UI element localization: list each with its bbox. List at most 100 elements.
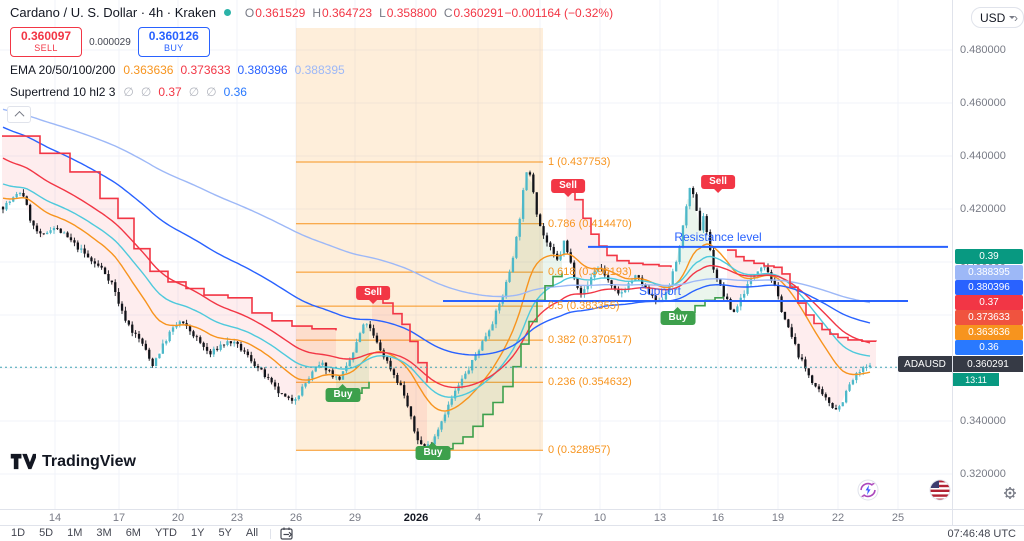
sell-button[interactable]: 0.360097 SELL	[10, 27, 83, 57]
tradingview-logo-icon	[10, 453, 36, 470]
bar-countdown: 13:11	[953, 373, 999, 386]
axis-corner	[952, 509, 1024, 526]
change-value: −0.001164 (−0.32%)	[504, 5, 614, 20]
ema-indicator-title[interactable]: EMA 20/50/100/200	[10, 63, 116, 77]
price-axis-label: 0.340000	[960, 415, 1006, 427]
open-value: 0.361529	[255, 5, 306, 20]
buy-price: 0.360126	[148, 29, 199, 43]
close-value: 0.360291	[453, 5, 504, 20]
supertrend-legend-row: Supertrend 10 hl2 3 ∅ ∅ 0.37 ∅ ∅ 0.36	[10, 85, 254, 99]
chevron-up-icon	[14, 110, 24, 121]
open-label: O	[244, 5, 255, 20]
chevron-down-icon	[1009, 16, 1016, 22]
toolbar-divider	[270, 528, 272, 539]
time-axis-label: 4	[474, 512, 482, 524]
time-axis-label: 29	[348, 512, 362, 524]
ohlc-values: O 0.361529 H 0.364723 L 0.358800 C 0.360…	[238, 6, 613, 20]
instant-trading-button[interactable]	[857, 479, 879, 501]
currency-toggle-button[interactable]: USD	[971, 7, 1024, 28]
time-axis-label: 20	[171, 512, 185, 524]
supertrend-indicator-title[interactable]: Supertrend 10 hl2 3	[10, 85, 116, 99]
high-label: H	[312, 5, 321, 20]
market-region-button[interactable]	[929, 479, 951, 501]
time-axis-label: 19	[771, 512, 785, 524]
supertrend-value: ∅	[123, 85, 134, 99]
timezone-clock[interactable]: 07:46:48 UTC	[947, 527, 1016, 540]
ema-value: 0.380396	[237, 63, 288, 77]
ema-legend-row: EMA 20/50/100/200 0.363636 0.373633 0.3803…	[10, 63, 352, 77]
time-axis-label: 16	[711, 512, 725, 524]
time-axis-label: 13	[653, 512, 667, 524]
tradingview-logo-text: TradingView	[42, 452, 136, 470]
price-axis-tag: 0.373633	[955, 310, 1023, 325]
gear-icon	[1004, 487, 1016, 499]
time-axis-label: 26	[289, 512, 303, 524]
last-price-symbol-tag: ADAUSD	[898, 356, 952, 372]
supertrend-value: 0.37	[158, 85, 182, 99]
buy-button[interactable]: 0.360126 BUY	[137, 27, 210, 57]
price-axis-label: 0.480000	[960, 44, 1006, 56]
range-button-ytd[interactable]: YTD	[154, 527, 177, 539]
price-axis-tag: 0.39	[955, 249, 1023, 264]
supertrend-value: ∅	[188, 85, 200, 99]
price-axis-tag: 0.36	[955, 340, 1023, 355]
symbol-legend: Cardano / U. S. Dollar · 4h · Kraken O 0…	[10, 5, 613, 20]
range-button-1y[interactable]: 1Y	[190, 527, 205, 539]
sell-price: 0.360097	[21, 29, 72, 43]
range-button-3m[interactable]: 3M	[96, 527, 112, 539]
market-status-icon[interactable]	[223, 9, 231, 16]
buy-sell-panel: 0.360097 SELL 0.000029 0.360126 BUY	[10, 27, 210, 57]
price-axis-tag: 0.37	[955, 295, 1023, 310]
chevron-right-icon[interactable]: ›	[1014, 11, 1018, 25]
price-axis-tag: 0.388395	[955, 265, 1023, 280]
ema-values: 0.363636 0.373633 0.380396 0.388395	[123, 63, 351, 77]
ema-value: 0.363636	[123, 63, 174, 77]
price-axis-label: 0.420000	[960, 203, 1006, 215]
bottom-toolbar: 1D 5D 1M 3M 6M YTD 1Y 5Y All 07:46:48 UTC	[0, 525, 1024, 541]
range-buttons: 1D 5D 1M 3M 6M YTD 1Y 5Y All	[4, 526, 265, 541]
price-axis-label: 0.320000	[960, 468, 1006, 480]
candlestick-chart[interactable]	[0, 0, 952, 509]
time-axis-label: 14	[48, 512, 62, 524]
close-label: C	[443, 5, 453, 20]
supertrend-value: 0.36	[223, 85, 247, 99]
range-button-all[interactable]: All	[245, 527, 259, 539]
range-button-5y[interactable]: 5Y	[218, 527, 232, 539]
us-flag-icon	[929, 479, 951, 501]
price-axis-label: 0.460000	[960, 97, 1006, 109]
price-axis-label: 0.440000	[960, 150, 1006, 162]
time-axis[interactable]: 14 17 20 23 26 29 2026 4 7 10 13 16 19 22 25	[0, 509, 952, 526]
price-axis-tag: 0.380396	[955, 280, 1023, 295]
price-axis-tag: 0.363636	[955, 325, 1023, 340]
range-button-6m[interactable]: 6M	[125, 527, 141, 539]
time-axis-label: 23	[230, 512, 244, 524]
supertrend-values: ∅ ∅ 0.37 ∅ ∅ 0.36	[123, 85, 254, 99]
time-axis-label: 17	[112, 512, 126, 524]
time-axis-label: 7	[536, 512, 544, 524]
supertrend-value: ∅	[140, 85, 152, 99]
spread-value: 0.000029	[89, 36, 131, 48]
ema-value: 0.388395	[294, 63, 345, 77]
price-scale-settings-button[interactable]	[1003, 486, 1017, 500]
go-to-date-button[interactable]	[276, 527, 299, 540]
tradingview-logo[interactable]: TradingView	[10, 452, 136, 471]
range-button-5d[interactable]: 5D	[39, 527, 54, 539]
time-axis-label: 10	[593, 512, 607, 524]
supertrend-value: ∅	[206, 85, 217, 99]
buy-label: BUY	[163, 43, 184, 53]
last-price-tag: 0.360291	[953, 356, 1023, 372]
currency-label: USD	[980, 10, 1006, 25]
range-button-1m[interactable]: 1M	[67, 527, 83, 539]
low-label: L	[379, 5, 386, 20]
time-axis-label: 2026	[403, 512, 429, 524]
range-button-1d[interactable]: 1D	[11, 527, 26, 539]
legend-collapse-button[interactable]	[7, 106, 31, 123]
refresh-lightning-icon	[857, 479, 879, 501]
symbol-title[interactable]: Cardano / U. S. Dollar · 4h · Kraken	[10, 5, 216, 20]
calendar-arrow-icon	[280, 527, 293, 540]
sell-label: SELL	[34, 43, 58, 53]
high-value: 0.364723	[322, 5, 373, 20]
time-axis-label: 25	[891, 512, 905, 524]
price-axis[interactable]: 0.4800000.4600000.4400000.4200000.400000…	[952, 0, 1024, 509]
